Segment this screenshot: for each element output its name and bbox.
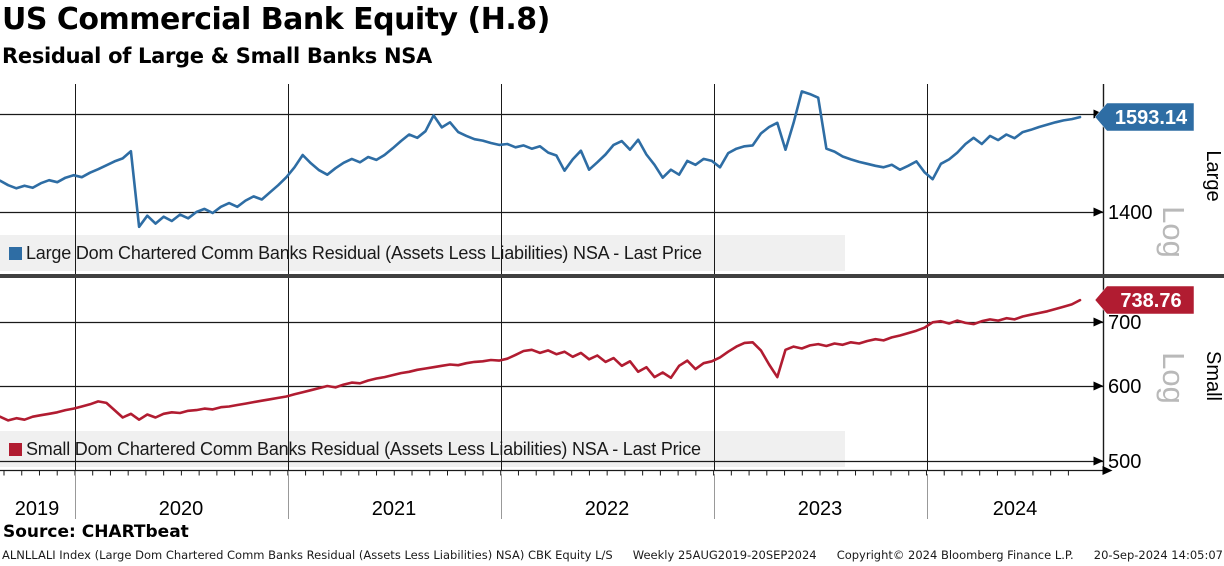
disclaimer-copyright-text: Copyright© 2024 Bloomberg Finance L.P. — [836, 548, 1074, 562]
gridline-arrow-icon — [1093, 456, 1104, 466]
large-panel-label: Large — [1202, 150, 1224, 201]
y-axis-tick-label: 600 — [1108, 376, 1141, 398]
y-axis-tick-label: 700 — [1108, 312, 1141, 334]
large-last-price-flag — [1094, 102, 1195, 132]
gridline-arrow-icon — [1093, 317, 1104, 327]
disclaimer-bar: ALNLLALI Index (Large Dom Chartered Comm… — [2, 548, 1223, 562]
legend-band-large — [0, 235, 845, 271]
small-last-price-flag — [1094, 285, 1195, 315]
gridline-arrow-icon — [1093, 381, 1104, 391]
x-axis-year-label: 2022 — [585, 498, 630, 520]
x-axis-year-label: 2019 — [15, 498, 60, 520]
x-axis-arrow-icon — [1102, 466, 1113, 475]
large-log-scale-label: Log — [1156, 206, 1191, 258]
x-axis-year-label: 2023 — [798, 498, 843, 520]
large-last-price-flag-value: 1593.14 — [1115, 107, 1188, 129]
small-log-scale-label: Log — [1156, 352, 1191, 404]
gridline-arrow-icon — [1093, 207, 1104, 217]
y-axis-tick-label: 1400 — [1108, 202, 1153, 224]
large-series-line — [0, 90, 1082, 229]
small-panel-label: Small — [1202, 351, 1224, 401]
x-axis-year-label: 2021 — [372, 498, 417, 520]
small-series-line — [0, 298, 1082, 422]
disclaimer-period-text: Weekly 25AUG2019-20SEP2024 — [632, 548, 817, 562]
disclaimer-timestamp: 20-Sep-2024 14:05:07 — [1093, 548, 1223, 562]
page-subtitle: Residual of Large & Small Banks NSA — [2, 44, 433, 68]
small-last-price-flag-value: 738.76 — [1120, 290, 1181, 312]
disclaimer-index-text: ALNLLALI Index (Large Dom Chartered Comm… — [2, 548, 613, 562]
source-attribution: Source: CHARTbeat — [3, 522, 189, 542]
x-axis-year-label: 2024 — [993, 498, 1038, 520]
y-axis-tick-label: 500 — [1108, 451, 1141, 473]
x-axis-year-label: 2020 — [159, 498, 204, 520]
page-title: US Commercial Bank Equity (H.8) — [2, 2, 550, 37]
panel-divider — [0, 274, 1224, 278]
